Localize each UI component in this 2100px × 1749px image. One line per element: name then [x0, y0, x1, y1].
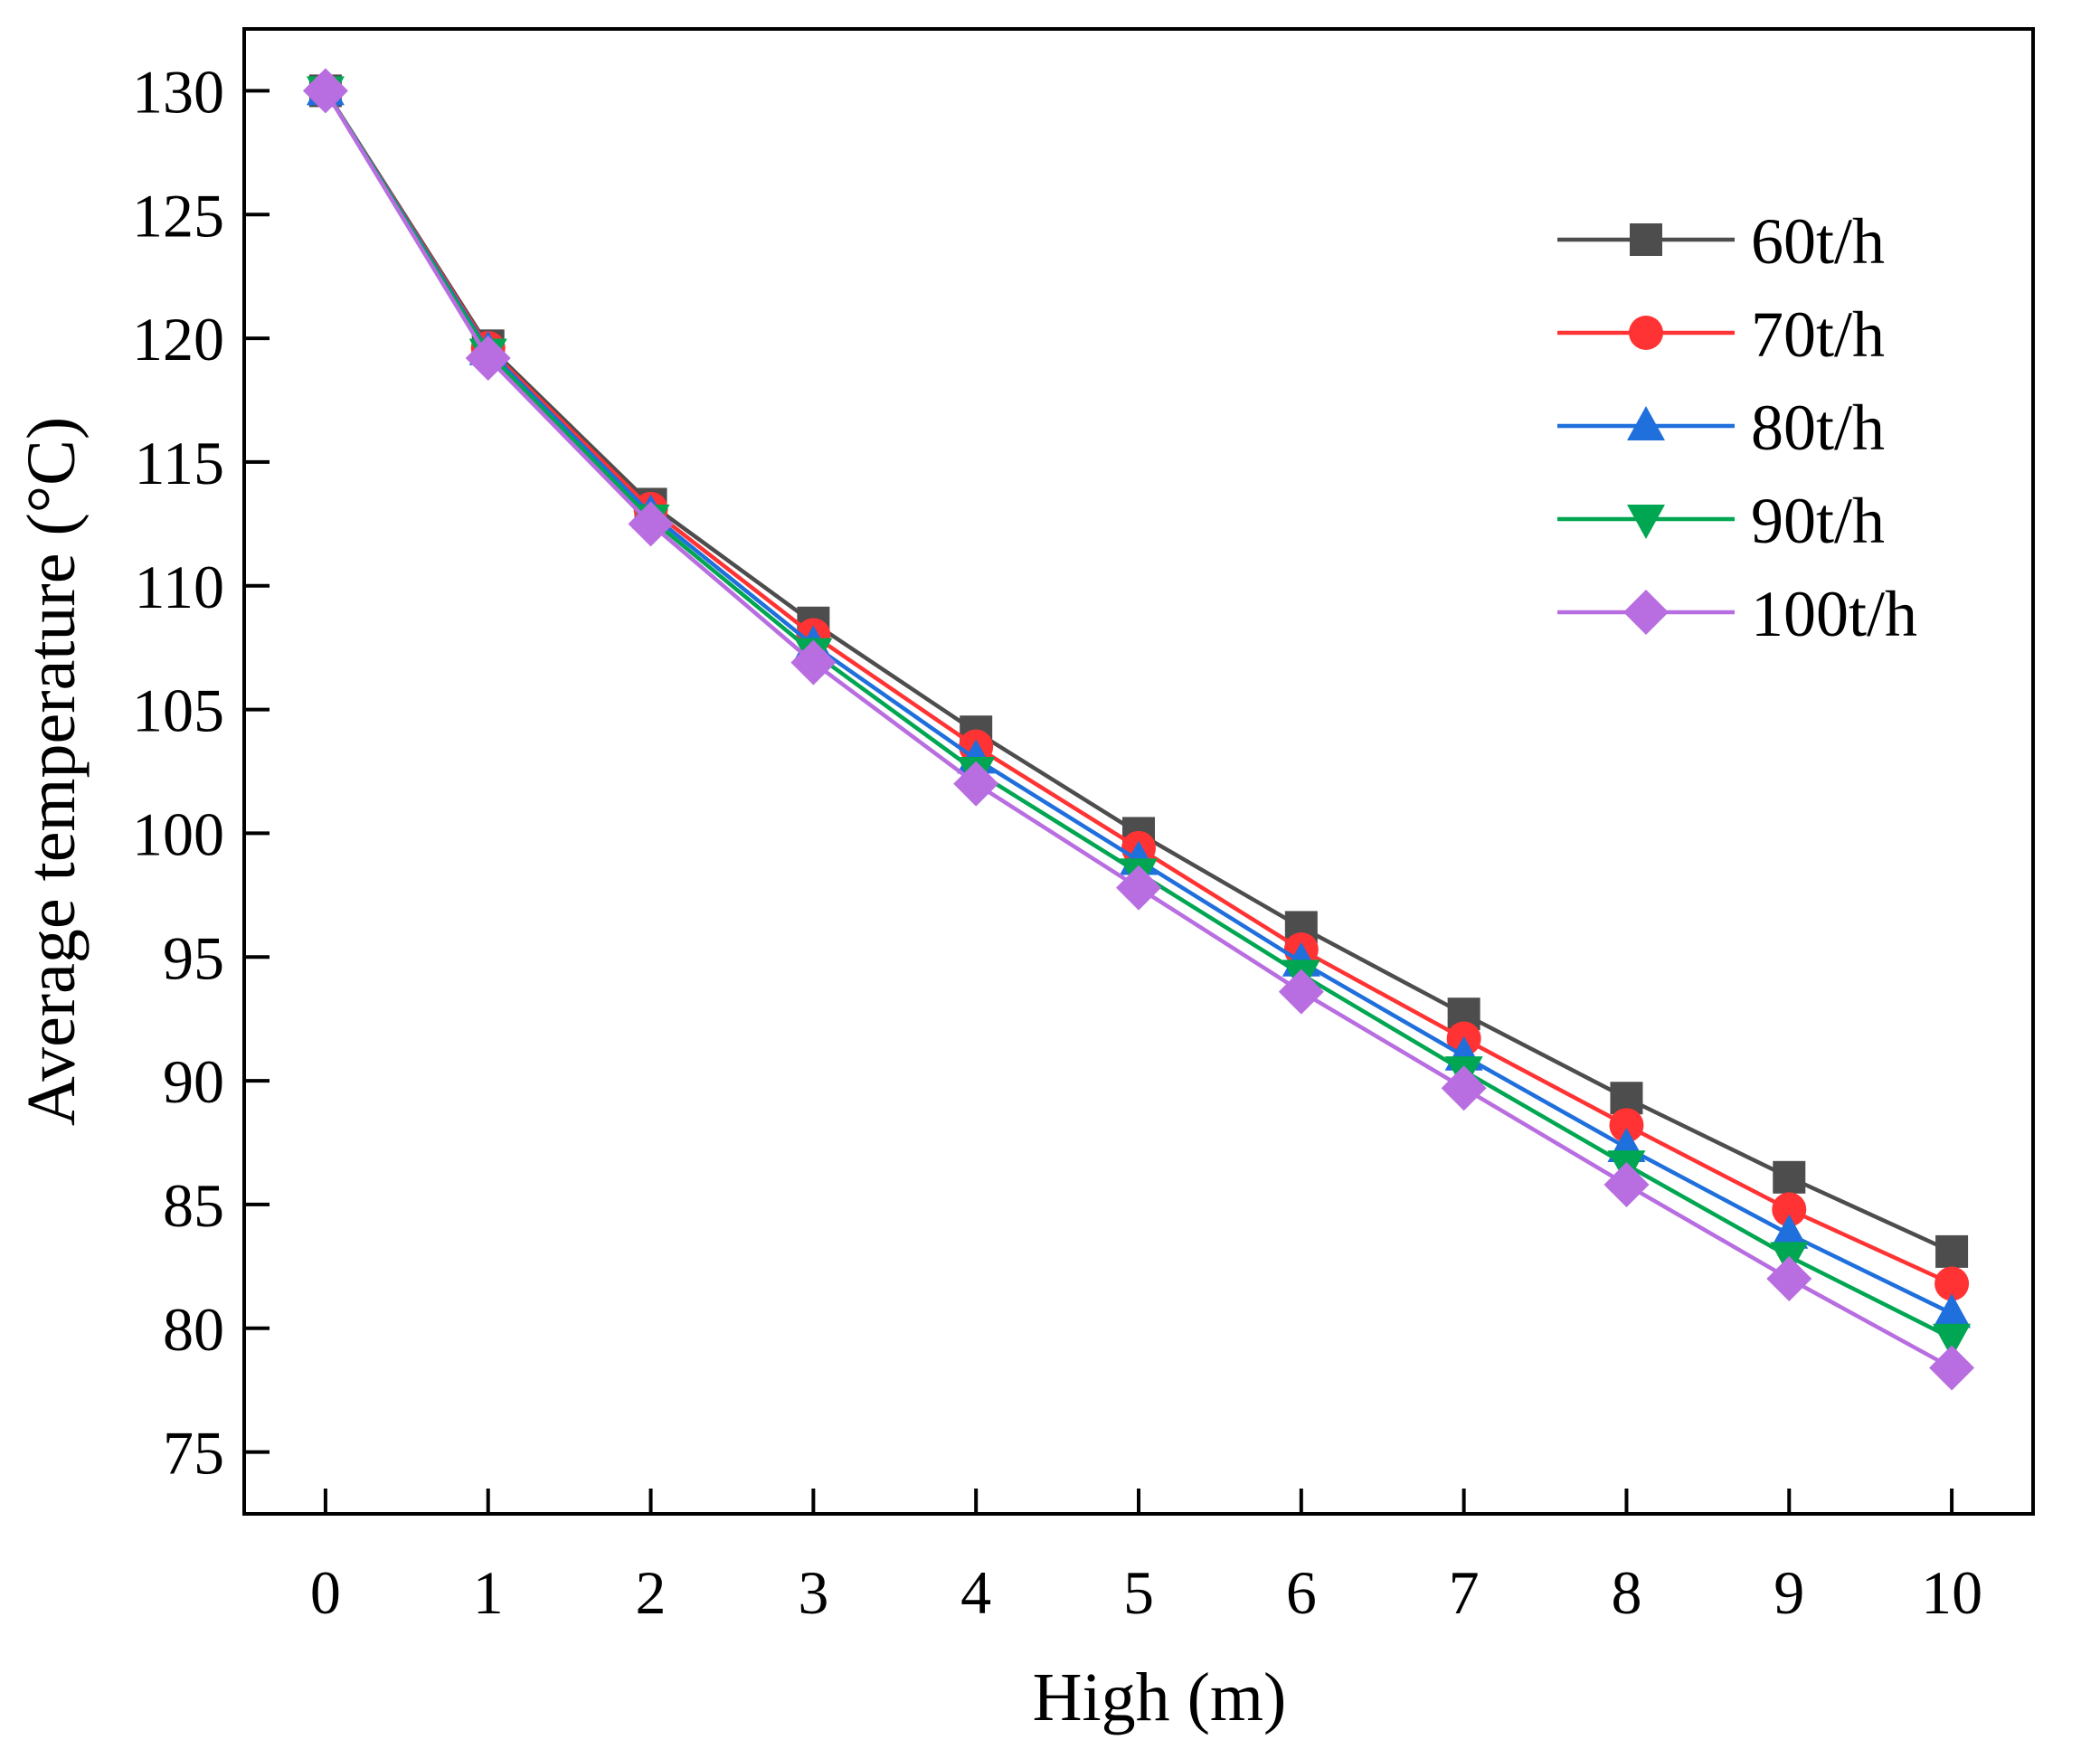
legend: 60t/h 70t/h 80t/h 90t/h 100t/h — [1557, 205, 1917, 650]
y-tick-label: 115 — [135, 429, 224, 497]
legend-marker — [1629, 316, 1663, 350]
x-tick-label: 3 — [798, 1558, 828, 1627]
legend-label: 90t/h — [1751, 485, 1885, 557]
legend-label: 70t/h — [1751, 298, 1885, 371]
y-tick-label: 130 — [132, 57, 224, 126]
legend-marker — [1627, 406, 1665, 440]
x-tick-label: 1 — [473, 1558, 504, 1627]
series-line — [323, 90, 1953, 1370]
series-80t/h — [306, 71, 1972, 1328]
series-line — [324, 90, 1953, 1253]
data-point — [1766, 1256, 1812, 1302]
y-tick-label: 105 — [132, 676, 224, 745]
data-point — [465, 335, 511, 381]
series-100t/h — [302, 68, 1975, 1391]
y-tick-label: 75 — [163, 1419, 224, 1488]
legend-label: 100t/h — [1751, 578, 1917, 650]
y-axis-ticks: 75 80 85 90 95 100 105 110 115 120 125 130 — [132, 57, 270, 1488]
x-tick-label: 10 — [1921, 1558, 1982, 1627]
series-line — [324, 90, 1953, 1316]
x-tick-label: 4 — [960, 1558, 991, 1627]
legend-item: 60t/h — [1557, 205, 1885, 278]
legend-label: 80t/h — [1751, 392, 1885, 464]
series-90t/h — [306, 76, 1972, 1358]
y-tick-label: 120 — [132, 305, 224, 373]
y-axis-title: Average temperature (°C) — [14, 417, 90, 1126]
data-point — [302, 68, 348, 114]
x-tick-label: 2 — [636, 1558, 667, 1627]
data-point — [628, 501, 674, 547]
data-point — [1773, 1160, 1806, 1194]
x-axis-title: High (m) — [1033, 1659, 1287, 1735]
data-point — [1609, 1108, 1644, 1143]
y-tick-label: 125 — [132, 181, 224, 250]
legend-item: 100t/h — [1557, 578, 1917, 650]
x-tick-label: 5 — [1123, 1558, 1154, 1627]
legend-item: 70t/h — [1557, 298, 1885, 371]
x-tick-label: 6 — [1286, 1558, 1317, 1627]
series-layer — [302, 68, 1975, 1391]
data-point — [1441, 1065, 1487, 1111]
series-line — [324, 90, 1953, 1286]
data-point — [1772, 1192, 1807, 1227]
x-tick-label: 0 — [310, 1558, 341, 1627]
data-point — [1933, 1293, 1972, 1328]
y-tick-label: 95 — [163, 923, 224, 992]
legend-label: 60t/h — [1751, 205, 1885, 278]
data-point — [1929, 1345, 1975, 1391]
y-tick-label: 110 — [135, 553, 224, 621]
data-point — [790, 639, 837, 685]
series-70t/h — [307, 73, 1970, 1301]
data-point — [953, 761, 999, 807]
series-60t/h — [308, 74, 1969, 1268]
data-point — [1934, 1266, 1970, 1301]
x-axis-ticks: 0 1 2 3 4 5 6 7 8 9 10 — [310, 1489, 1982, 1627]
legend-item: 90t/h — [1557, 485, 1885, 557]
legend-marker — [1627, 505, 1665, 539]
x-tick-label: 7 — [1449, 1558, 1480, 1627]
data-point — [1933, 1323, 1972, 1358]
y-tick-label: 100 — [132, 799, 224, 868]
legend-marker — [1630, 223, 1662, 256]
y-tick-label: 85 — [163, 1171, 224, 1240]
x-tick-label: 8 — [1611, 1558, 1641, 1627]
data-point — [1603, 1162, 1650, 1208]
y-tick-label: 90 — [163, 1047, 224, 1116]
data-point — [1770, 1214, 1809, 1249]
data-point — [1935, 1234, 1969, 1268]
legend-marker — [1623, 590, 1669, 635]
legend-item: 80t/h — [1557, 392, 1885, 464]
data-point — [1116, 865, 1161, 911]
data-point — [1278, 969, 1324, 1015]
y-tick-label: 80 — [163, 1295, 224, 1364]
x-tick-label: 9 — [1774, 1558, 1804, 1627]
series-line — [323, 90, 1953, 1340]
